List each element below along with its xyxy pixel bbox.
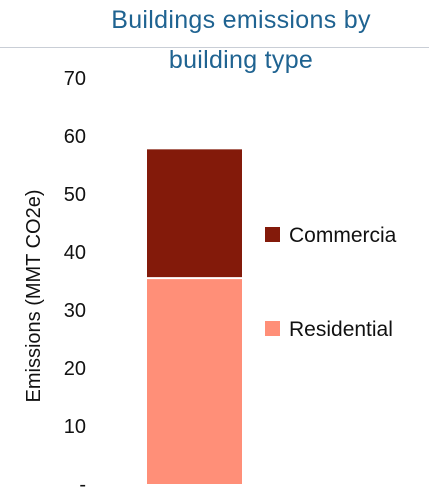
- chart-title-line-2: building type: [168, 46, 314, 74]
- title-divider-line: [0, 47, 429, 48]
- y-tick-label: -: [79, 474, 86, 492]
- y-tick-label: 30: [64, 300, 86, 322]
- y-tick-label: 40: [64, 242, 86, 264]
- bar-stack: [147, 149, 242, 484]
- y-tick-label: 60: [64, 126, 86, 148]
- legend-swatch-residential: [265, 321, 280, 336]
- y-tick-label: 10: [64, 416, 86, 438]
- y-axis-label: Emissions (MMT CO2e): [23, 190, 45, 403]
- bar-segment-residential: [147, 278, 242, 484]
- y-tick-label: 50: [64, 184, 86, 206]
- legend-swatch-commercia: [265, 227, 280, 242]
- bar-segment-commercia: [147, 149, 242, 279]
- legend-label-commercia: Commercia: [289, 224, 397, 247]
- y-tick-label: 20: [64, 358, 86, 380]
- legend-label-residential: Residential: [289, 318, 393, 341]
- y-tick-label: 70: [64, 68, 86, 90]
- y-axis-ticks: - 10 20 30 40 50 60 70: [64, 68, 86, 492]
- chart-title-line-1: Buildings emissions by: [111, 6, 371, 34]
- legend: Commercia Residential: [265, 224, 397, 341]
